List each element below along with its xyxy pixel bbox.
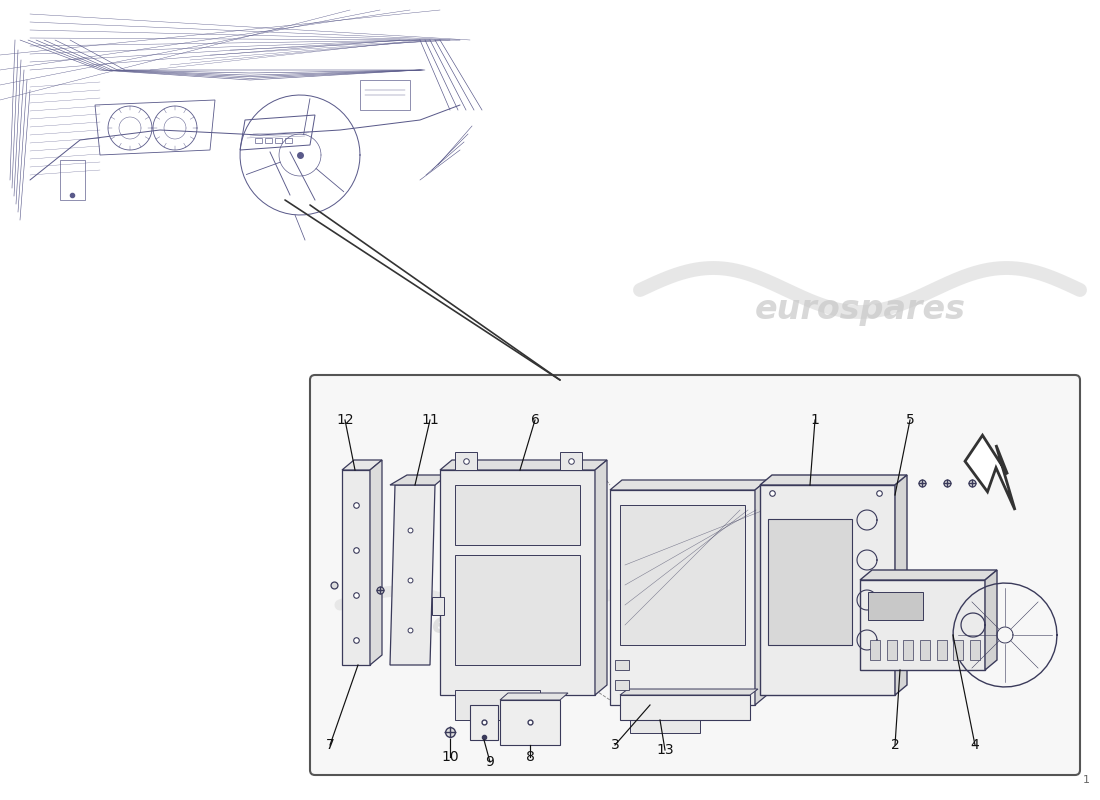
Text: 5: 5: [905, 413, 914, 427]
Polygon shape: [860, 570, 997, 580]
Polygon shape: [595, 460, 607, 695]
Text: eurospares: eurospares: [432, 611, 607, 639]
Bar: [768, 519, 851, 645]
Polygon shape: [370, 460, 382, 665]
Polygon shape: [760, 485, 895, 695]
Polygon shape: [620, 505, 745, 645]
Bar: [360, 80, 410, 110]
Bar: [60, 160, 85, 200]
Text: 11: 11: [421, 413, 439, 427]
Polygon shape: [500, 693, 568, 700]
Bar: [560, 452, 582, 470]
Text: eurospares: eurospares: [755, 294, 966, 326]
Bar: [887, 640, 896, 660]
Bar: [868, 592, 923, 620]
Bar: [455, 452, 477, 470]
Polygon shape: [895, 475, 908, 695]
Text: 10: 10: [441, 750, 459, 764]
Polygon shape: [755, 480, 767, 705]
Bar: [954, 640, 964, 660]
Bar: [870, 640, 880, 660]
Bar: [920, 640, 929, 660]
Text: 9: 9: [485, 755, 494, 769]
Polygon shape: [342, 470, 370, 665]
Bar: [432, 597, 444, 615]
Text: 8: 8: [526, 750, 535, 764]
Bar: [903, 640, 913, 660]
Text: 4: 4: [970, 738, 979, 752]
Polygon shape: [620, 689, 758, 695]
Polygon shape: [390, 485, 435, 665]
Polygon shape: [860, 580, 984, 670]
Polygon shape: [965, 435, 1015, 510]
Bar: [615, 660, 629, 670]
Text: 7: 7: [326, 738, 334, 752]
Polygon shape: [342, 460, 382, 470]
Polygon shape: [390, 475, 447, 485]
Polygon shape: [470, 705, 498, 740]
Polygon shape: [984, 570, 997, 670]
Bar: [275, 138, 282, 143]
Polygon shape: [455, 555, 580, 665]
Polygon shape: [455, 485, 580, 545]
Polygon shape: [610, 490, 755, 705]
Polygon shape: [620, 695, 750, 720]
Polygon shape: [440, 460, 607, 470]
FancyBboxPatch shape: [310, 375, 1080, 775]
Text: 1: 1: [811, 413, 819, 427]
Polygon shape: [455, 690, 540, 720]
Text: 2: 2: [891, 738, 900, 752]
Bar: [255, 138, 262, 143]
Bar: [265, 138, 272, 143]
Bar: [615, 680, 629, 690]
Text: 12: 12: [337, 413, 354, 427]
Polygon shape: [500, 700, 560, 745]
Polygon shape: [610, 480, 767, 490]
Text: 6: 6: [530, 413, 539, 427]
Polygon shape: [760, 475, 907, 485]
Polygon shape: [630, 700, 700, 733]
Bar: [937, 640, 947, 660]
Text: 13: 13: [657, 743, 674, 757]
Polygon shape: [440, 470, 595, 695]
Text: 1: 1: [1084, 775, 1090, 785]
Text: 3: 3: [610, 738, 619, 752]
Bar: [285, 138, 292, 143]
Bar: [970, 640, 980, 660]
